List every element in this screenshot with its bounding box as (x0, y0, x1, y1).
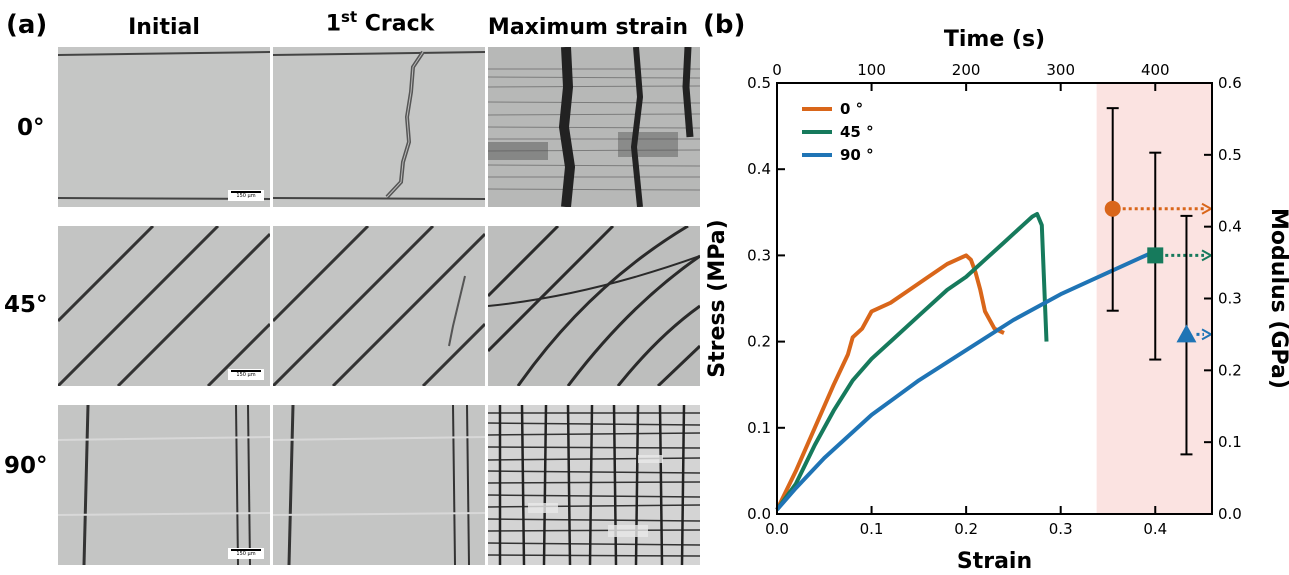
series-line-1 (775, 212, 1049, 511)
legend-label-0: 0 ° (840, 100, 863, 118)
y2-tick-label: 0.3 (1218, 290, 1242, 308)
micrograph-45-initial: 150 µm (58, 226, 270, 386)
row-header-90-deg: 90° (4, 453, 48, 479)
modulus-marker-2 (1176, 324, 1197, 343)
micrograph-90-first-crack (273, 405, 485, 565)
column-header-first-crack: 1st Crack (325, 8, 435, 37)
x2-axis-label: Time (s) (944, 27, 1045, 52)
y2-tick-label: 0.5 (1218, 146, 1242, 164)
column-header-maximum-strain: Maximum strain (487, 15, 689, 40)
legend-label-2: 90 ° (840, 146, 874, 164)
series-line-0 (775, 253, 1005, 511)
x-tick-label: 0.1 (860, 520, 884, 538)
series-line-2 (775, 249, 1157, 512)
y2-tick-label: 0.1 (1218, 433, 1242, 451)
x2-tick-label: 200 (952, 61, 981, 79)
y-tick-label: 0.4 (747, 160, 771, 178)
scale-bar: 150 µm (228, 548, 264, 559)
x-tick-label: 0.4 (1143, 520, 1167, 538)
micrograph-45-maximum-strain (488, 226, 700, 386)
micrograph-0-initial: 150 µm (58, 47, 270, 207)
y-tick-label: 0.3 (747, 246, 771, 264)
micrograph-90-maximum-strain (488, 405, 700, 565)
micrograph-90-initial: 150 µm (58, 405, 270, 565)
y-tick-label: 0.5 (747, 74, 771, 92)
x2-tick-label: 0 (772, 61, 782, 79)
y2-tick-label: 0.0 (1218, 505, 1242, 523)
x-tick-label: 0.2 (954, 520, 978, 538)
x-axis-label: Strain (957, 549, 1032, 574)
y2-tick-label: 0.4 (1218, 218, 1242, 236)
y-axis-label: Stress (MPa) (705, 219, 730, 377)
legend-label-1: 45 ° (840, 123, 874, 141)
panel-b-label: (b) (703, 10, 746, 40)
x2-tick-label: 100 (857, 61, 886, 79)
modulus-marker-0 (1104, 200, 1121, 217)
x2-tick-label: 400 (1141, 61, 1170, 79)
modulus-marker-1 (1147, 247, 1164, 264)
y2-axis-label: Modulus (GPa) (1266, 208, 1289, 389)
column-header-initial: Initial (128, 15, 200, 40)
stress-strain-chart: 0.0 0.1 0.2 0.3 0.4 0 100 200 300 400 0.0 0.1 0.2 0.3… (705, 27, 1289, 574)
x2-tick-label: 300 (1046, 61, 1075, 79)
x-tick-label: 0.3 (1049, 520, 1073, 538)
y-tick-label: 0.1 (747, 419, 771, 437)
x-tick-label: 0.0 (765, 520, 789, 538)
row-header-0-deg: 0° (17, 115, 45, 141)
micrograph-45-first-crack (273, 226, 485, 386)
row-header-45-deg: 45° (4, 292, 48, 318)
micrograph-0-maximum-strain (488, 47, 700, 207)
panel-a-label: (a) (6, 10, 48, 40)
y2-tick-label: 0.6 (1218, 74, 1242, 92)
micrograph-0-first-crack (273, 47, 485, 207)
scale-bar: 150 µm (228, 369, 264, 380)
scale-bar: 150 µm (228, 190, 264, 201)
y2-tick-label: 0.2 (1218, 361, 1242, 379)
y-tick-label: 0.2 (747, 333, 771, 351)
y-tick-label: 0.0 (747, 505, 771, 523)
